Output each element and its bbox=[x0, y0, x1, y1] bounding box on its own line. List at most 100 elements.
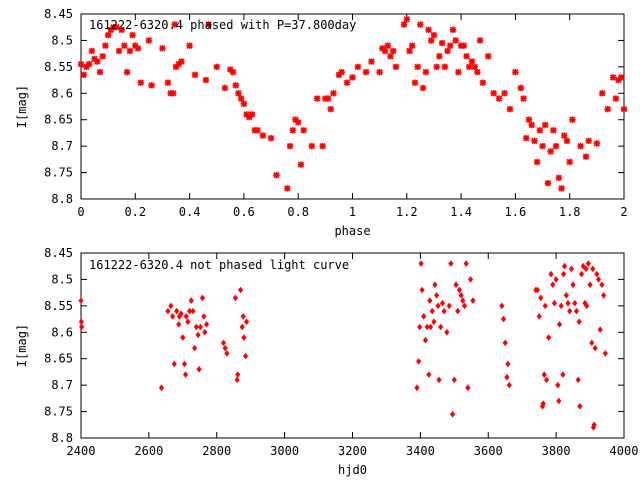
unphased-data-point bbox=[463, 260, 469, 267]
phased-data-point bbox=[221, 84, 229, 92]
phased-x-tick-label: 2 bbox=[620, 205, 627, 219]
phased-data-point bbox=[552, 142, 560, 150]
phased-y-tick-label: 8.75 bbox=[44, 166, 73, 180]
unphased-data-point bbox=[158, 384, 165, 392]
phased-data-point bbox=[171, 21, 178, 28]
unphased-data-point bbox=[567, 307, 573, 315]
unphased-x-axis-label: hjd0 bbox=[338, 463, 367, 477]
phased-data-point bbox=[620, 105, 628, 113]
phased-data-point bbox=[452, 37, 459, 44]
unphased-data-point bbox=[461, 302, 468, 310]
phased-data-point bbox=[387, 53, 394, 60]
unphased-data-point bbox=[568, 265, 574, 273]
unphased-data-point bbox=[243, 352, 249, 360]
unphased-data-point bbox=[224, 350, 230, 357]
phased-data-point bbox=[94, 58, 101, 65]
unphased-data-point bbox=[451, 376, 457, 384]
unphased-data-point bbox=[599, 281, 605, 288]
phased-data-point bbox=[85, 61, 93, 68]
phased-data-point bbox=[121, 42, 128, 49]
unphased-data-point bbox=[455, 307, 461, 315]
phased-data-point bbox=[392, 63, 400, 71]
phased-data-point bbox=[376, 68, 383, 76]
unphased-data-point bbox=[561, 270, 567, 278]
unphased-data-point bbox=[79, 323, 85, 331]
phased-data-point bbox=[330, 90, 337, 97]
unphased-data-point bbox=[427, 323, 434, 331]
unphased-data-point bbox=[232, 294, 238, 302]
phased-chart-title: 161222-6320.4 phased with P=37.800day bbox=[89, 18, 356, 32]
unphased-data-point bbox=[546, 334, 552, 341]
phased-data-point bbox=[354, 63, 362, 71]
unphased-data-point bbox=[448, 260, 454, 267]
unphased-data-point bbox=[592, 344, 598, 352]
phased-data-point bbox=[403, 16, 410, 23]
unphased-data-point bbox=[505, 360, 511, 368]
unphased-data-point bbox=[553, 276, 559, 283]
phased-data-point bbox=[368, 58, 375, 65]
unphased-data-point bbox=[560, 371, 566, 378]
unphased-data-point bbox=[504, 373, 510, 381]
phased-data-point bbox=[428, 37, 435, 44]
phased-data-point bbox=[289, 127, 296, 134]
phased-data-point bbox=[609, 74, 617, 81]
unphased-data-point bbox=[460, 297, 466, 304]
unphased-data-point bbox=[427, 297, 433, 304]
unphased-x-tick-label: 3400 bbox=[406, 444, 435, 458]
unphased-data-point bbox=[458, 292, 464, 299]
phased-data-point bbox=[286, 142, 294, 150]
phased-data-point bbox=[430, 31, 438, 39]
unphased-data-point bbox=[435, 302, 441, 310]
unphased-y-tick-label: 8.6 bbox=[51, 325, 73, 339]
unphased-data-point bbox=[465, 384, 471, 392]
unphased-data-point bbox=[168, 302, 174, 310]
unphased-data-point bbox=[444, 329, 450, 336]
phased-data-point bbox=[604, 105, 611, 113]
unphased-data-point bbox=[239, 323, 245, 331]
phased-data-point bbox=[501, 90, 508, 97]
unphased-data-point bbox=[418, 260, 424, 267]
phased-y-tick-label: 8.55 bbox=[44, 60, 73, 74]
phased-data-point bbox=[577, 142, 584, 150]
phased-x-tick-label: 0.6 bbox=[233, 205, 255, 219]
unphased-data-point bbox=[550, 281, 556, 288]
unphased-data-point bbox=[556, 321, 563, 328]
unphased-data-point bbox=[556, 397, 562, 405]
phased-data-point bbox=[235, 90, 242, 97]
phased-data-point bbox=[512, 68, 519, 76]
phased-data-point bbox=[544, 179, 552, 187]
unphased-data-point bbox=[439, 299, 446, 307]
unphased-y-axis-label: I[mag] bbox=[15, 324, 29, 367]
phased-data-point bbox=[164, 79, 172, 86]
unphased-data-point bbox=[187, 307, 193, 315]
unphased-data-point bbox=[446, 302, 452, 310]
phased-data-point bbox=[506, 105, 514, 113]
phased-data-point bbox=[319, 142, 326, 150]
phased-data-point bbox=[91, 55, 98, 63]
phased-data-point bbox=[170, 90, 177, 97]
unphased-data-point bbox=[572, 299, 578, 307]
unphased-data-point bbox=[578, 270, 585, 278]
phased-data-point bbox=[191, 71, 199, 78]
phased-x-tick-label: 1 bbox=[349, 205, 356, 219]
phased-data-point bbox=[411, 79, 419, 86]
unphased-y-tick-label: 8.75 bbox=[44, 405, 73, 419]
unphased-data-point bbox=[421, 313, 427, 320]
unphased-data-point bbox=[587, 281, 593, 288]
phased-data-point bbox=[148, 82, 155, 89]
unphased-data-point bbox=[453, 281, 459, 288]
phased-y-tick-label: 8.5 bbox=[51, 33, 73, 47]
unphased-x-tick-label: 3600 bbox=[474, 444, 503, 458]
phased-data-point bbox=[96, 68, 104, 76]
phased-data-point bbox=[202, 76, 210, 84]
phased-x-tick-label: 0.8 bbox=[287, 205, 309, 219]
phased-y-tick-label: 8.8 bbox=[51, 192, 73, 206]
phased-data-point bbox=[113, 24, 120, 31]
phased-x-tick-label: 1.4 bbox=[450, 205, 472, 219]
unphased-data-point bbox=[555, 381, 561, 389]
phased-data-point bbox=[324, 95, 332, 102]
unphased-data-point bbox=[438, 323, 444, 331]
phased-data-point bbox=[615, 76, 622, 84]
unphased-y-tick-label: 8.65 bbox=[44, 352, 73, 366]
